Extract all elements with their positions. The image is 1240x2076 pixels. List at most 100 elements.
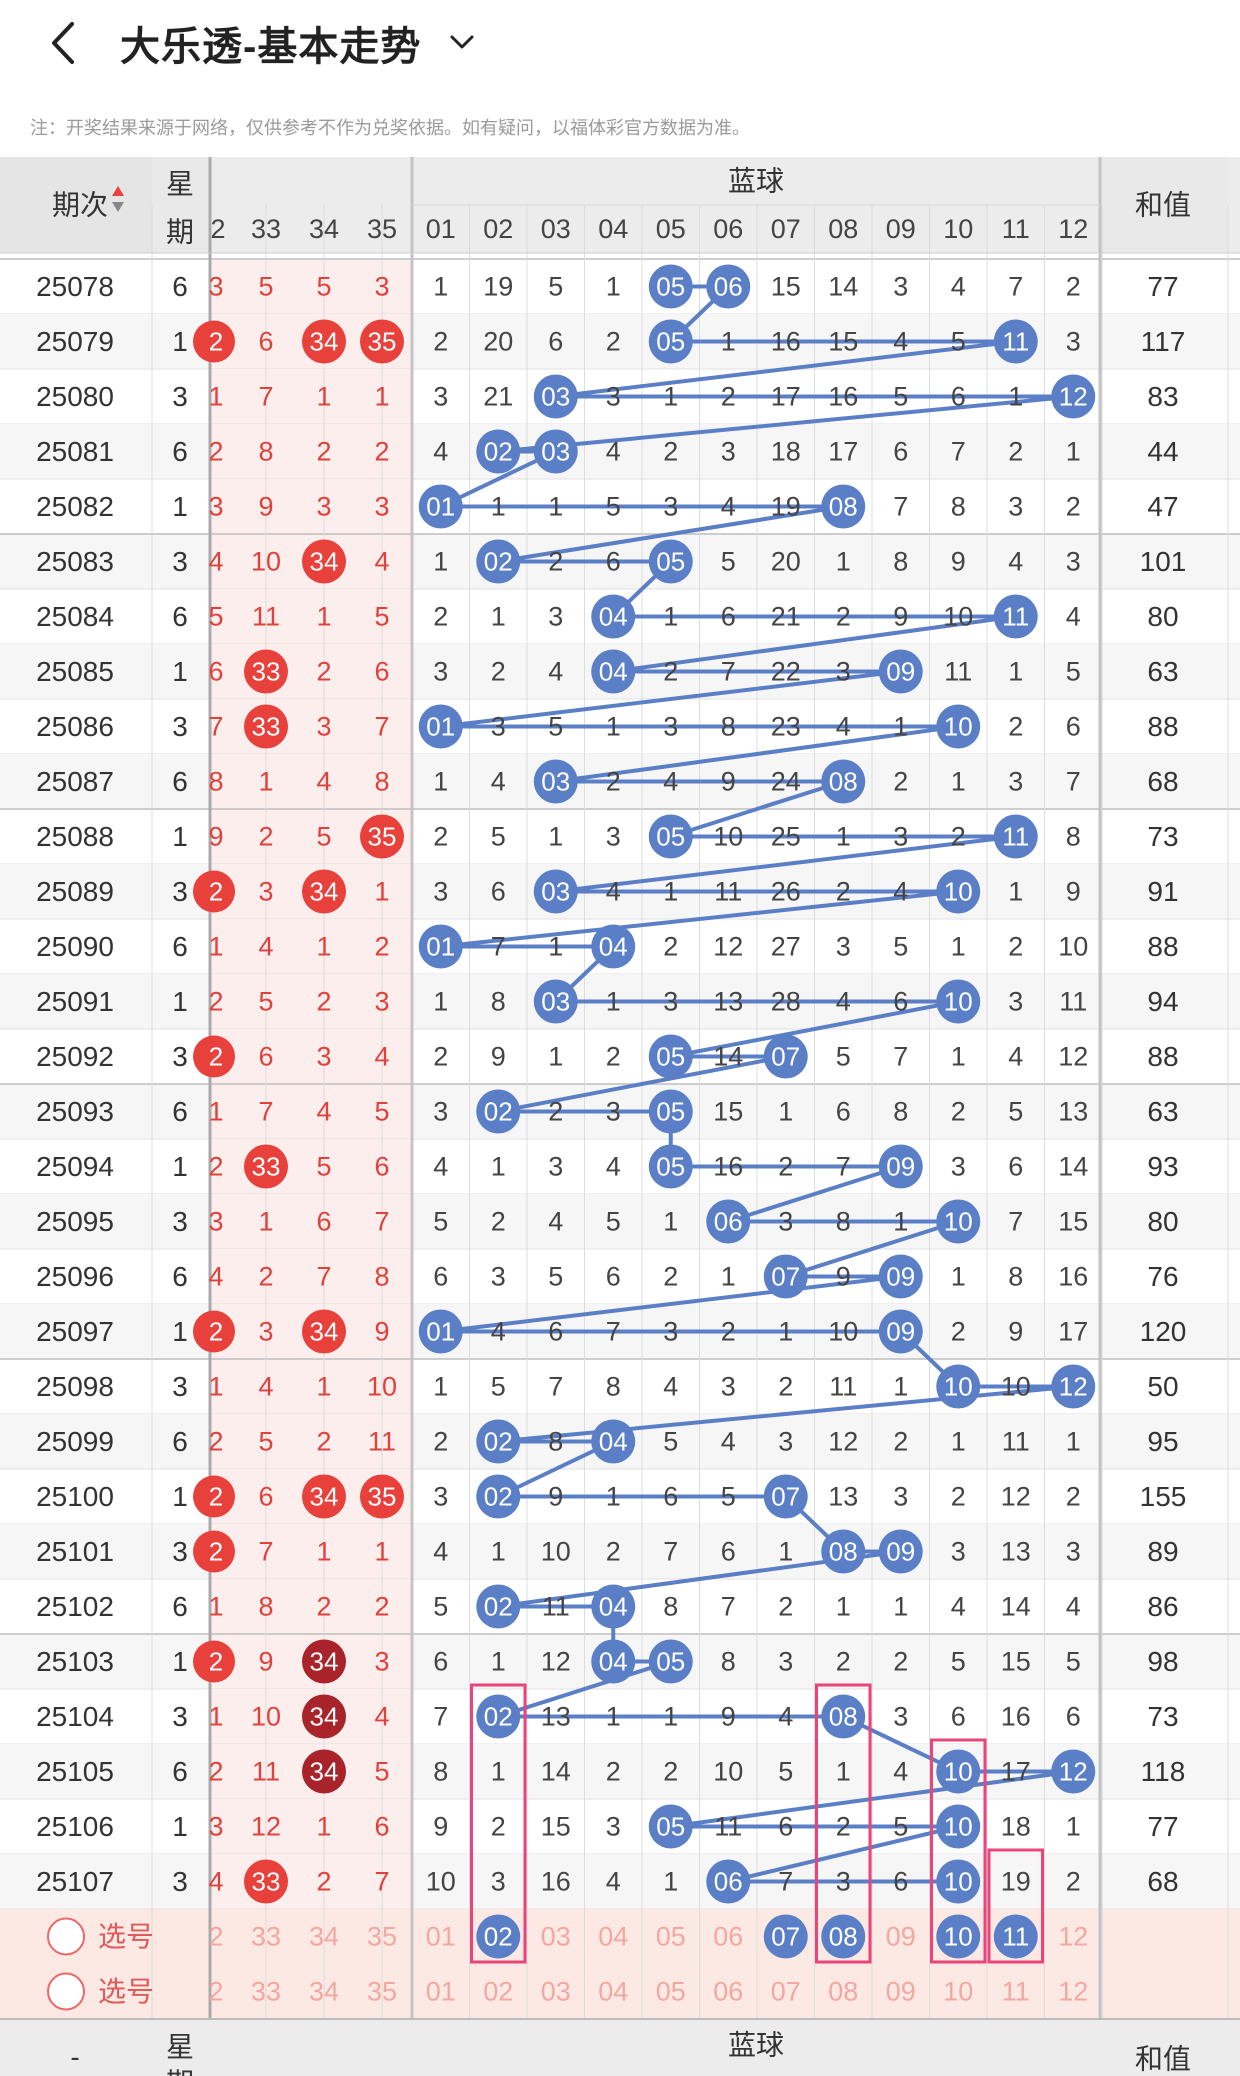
blue-miss-cell: 2 [951, 1317, 966, 1347]
blue-miss-cell: 4 [1066, 1592, 1081, 1622]
blue-miss-cell: 3 [1066, 327, 1081, 357]
blue-miss-cell: 1 [433, 547, 448, 577]
front-miss-cell: 3 [258, 1317, 273, 1347]
picked-blue-ball[interactable] [936, 1914, 981, 1959]
blue-miss-cell: 12 [713, 932, 743, 962]
blue-ball [763, 1474, 808, 1519]
front-miss-cell: 8 [374, 767, 389, 797]
period-cell: 25087 [36, 766, 114, 797]
blue-ball [936, 979, 981, 1024]
blue-ball [936, 1749, 981, 1794]
blue-ball [936, 869, 981, 914]
blue-miss-cell: 1 [1066, 1427, 1081, 1457]
period-cell: 25091 [36, 986, 114, 1017]
blue-ball-label: 02 [484, 1097, 513, 1127]
bottom-sum-header: 和值 [1135, 2044, 1191, 2075]
blue-miss-cell: 8 [893, 1097, 908, 1127]
front-ball [193, 1475, 235, 1518]
blue-ball [936, 1199, 981, 1244]
blue-miss-cell: 6 [893, 437, 908, 467]
blue-miss-cell: 3 [721, 437, 736, 467]
picked-blue-ball[interactable] [821, 1914, 866, 1959]
select-label: 选号 [98, 1921, 154, 1952]
blue-miss-cell: 1 [778, 1097, 793, 1127]
front-miss-cell: 1 [374, 877, 389, 907]
picked-blue-ball[interactable] [763, 1914, 808, 1959]
blue-miss-cell: 11 [542, 1592, 570, 1622]
front-zone-bg [210, 479, 412, 534]
blue-ball [476, 1474, 521, 1519]
blue-miss-cell: 24 [771, 767, 801, 797]
front-miss-cell: 5 [316, 822, 331, 852]
front-miss-cell: 5 [316, 1152, 331, 1182]
blue-miss-cell: 15 [541, 1812, 571, 1842]
blue-ball-label: 07 [771, 1482, 800, 1512]
front-partial-cell: 8 [208, 767, 223, 797]
blue-ball [936, 1859, 981, 1904]
sort-up-icon[interactable] [112, 186, 124, 196]
front-miss-cell: 1 [316, 602, 331, 632]
front-ball-label: 33 [252, 712, 281, 742]
select-blue-cell: 05 [656, 1977, 686, 2007]
back-arrow-icon[interactable] [40, 18, 90, 68]
front-miss-cell: 1 [374, 382, 389, 412]
sort-down-icon[interactable] [112, 202, 124, 212]
blue-miss-cell: 4 [433, 1152, 448, 1182]
blue-miss-cell: 10 [943, 602, 973, 632]
select-front-cell: 2 [208, 1977, 223, 2007]
front-partial-cell: 3 [208, 1207, 223, 1237]
sum-cell: 83 [1147, 381, 1178, 412]
select-blue-cell: 03 [541, 1977, 571, 2007]
select-blue-cell: 09 [886, 1977, 916, 2007]
weekday-cell: 6 [172, 766, 188, 797]
blue-ball-label: 02 [484, 1592, 513, 1622]
select-radio[interactable] [47, 1917, 85, 1956]
picked-blue-ball[interactable] [993, 1914, 1038, 1959]
blue-miss-cell: 1 [893, 1207, 908, 1237]
blue-ball [706, 264, 751, 309]
blue-miss-cell: 6 [1066, 1702, 1081, 1732]
blue-ball [418, 924, 463, 969]
front-zone-bg [210, 424, 412, 479]
blue-miss-cell: 7 [1066, 767, 1081, 797]
blue-miss-cell: 4 [663, 1372, 678, 1402]
blue-miss-cell: 21 [771, 602, 801, 632]
front-miss-cell: 10 [367, 1372, 397, 1402]
blue-ball [648, 1034, 693, 1079]
select-radio[interactable] [47, 1972, 85, 2011]
front-zone-bg [210, 369, 412, 424]
front-miss-cell: 2 [374, 437, 389, 467]
front-miss-cell: 1 [316, 932, 331, 962]
front-ball [302, 319, 346, 364]
blue-ball [476, 539, 521, 584]
blue-ball-label: 08 [829, 492, 858, 522]
blue-miss-cell: 2 [721, 1317, 736, 1347]
blue-zone-header: 蓝球 [728, 166, 784, 197]
select-blue-cell: 01 [426, 1977, 456, 2007]
blue-ball [936, 1804, 981, 1849]
select-front-cell: 2 [208, 1922, 223, 1952]
blue-miss-cell: 5 [778, 1757, 793, 1787]
select-front-cell: 33 [251, 1922, 281, 1952]
picked-blue-ball[interactable] [476, 1914, 521, 1959]
blue-miss-cell: 2 [778, 1152, 793, 1182]
blue-ball [591, 1419, 636, 1464]
select-blue-cell: 12 [1058, 1922, 1088, 1952]
blue-miss-cell: 2 [491, 657, 506, 687]
blue-miss-cell: 1 [433, 987, 448, 1017]
blue-miss-cell: 3 [663, 492, 678, 522]
row-stripe [0, 1194, 1240, 1249]
bottom-period-header: - [70, 2042, 79, 2073]
blue-ball-label: 06 [714, 1207, 743, 1237]
front-ball [360, 319, 404, 364]
blue-miss-cell: 1 [606, 1482, 621, 1512]
blue-miss-cell: 1 [836, 822, 851, 852]
blue-miss-cell: 11 [829, 1372, 857, 1402]
chevron-down-icon[interactable] [446, 26, 478, 58]
sum-cell: 118 [1141, 1756, 1186, 1787]
blue-miss-cell: 8 [721, 1647, 736, 1677]
front-zone-bg [210, 1799, 412, 1854]
blue-ball-label: 12 [1059, 1372, 1088, 1402]
blue-miss-cell: 2 [836, 877, 851, 907]
front-ball [360, 814, 404, 859]
